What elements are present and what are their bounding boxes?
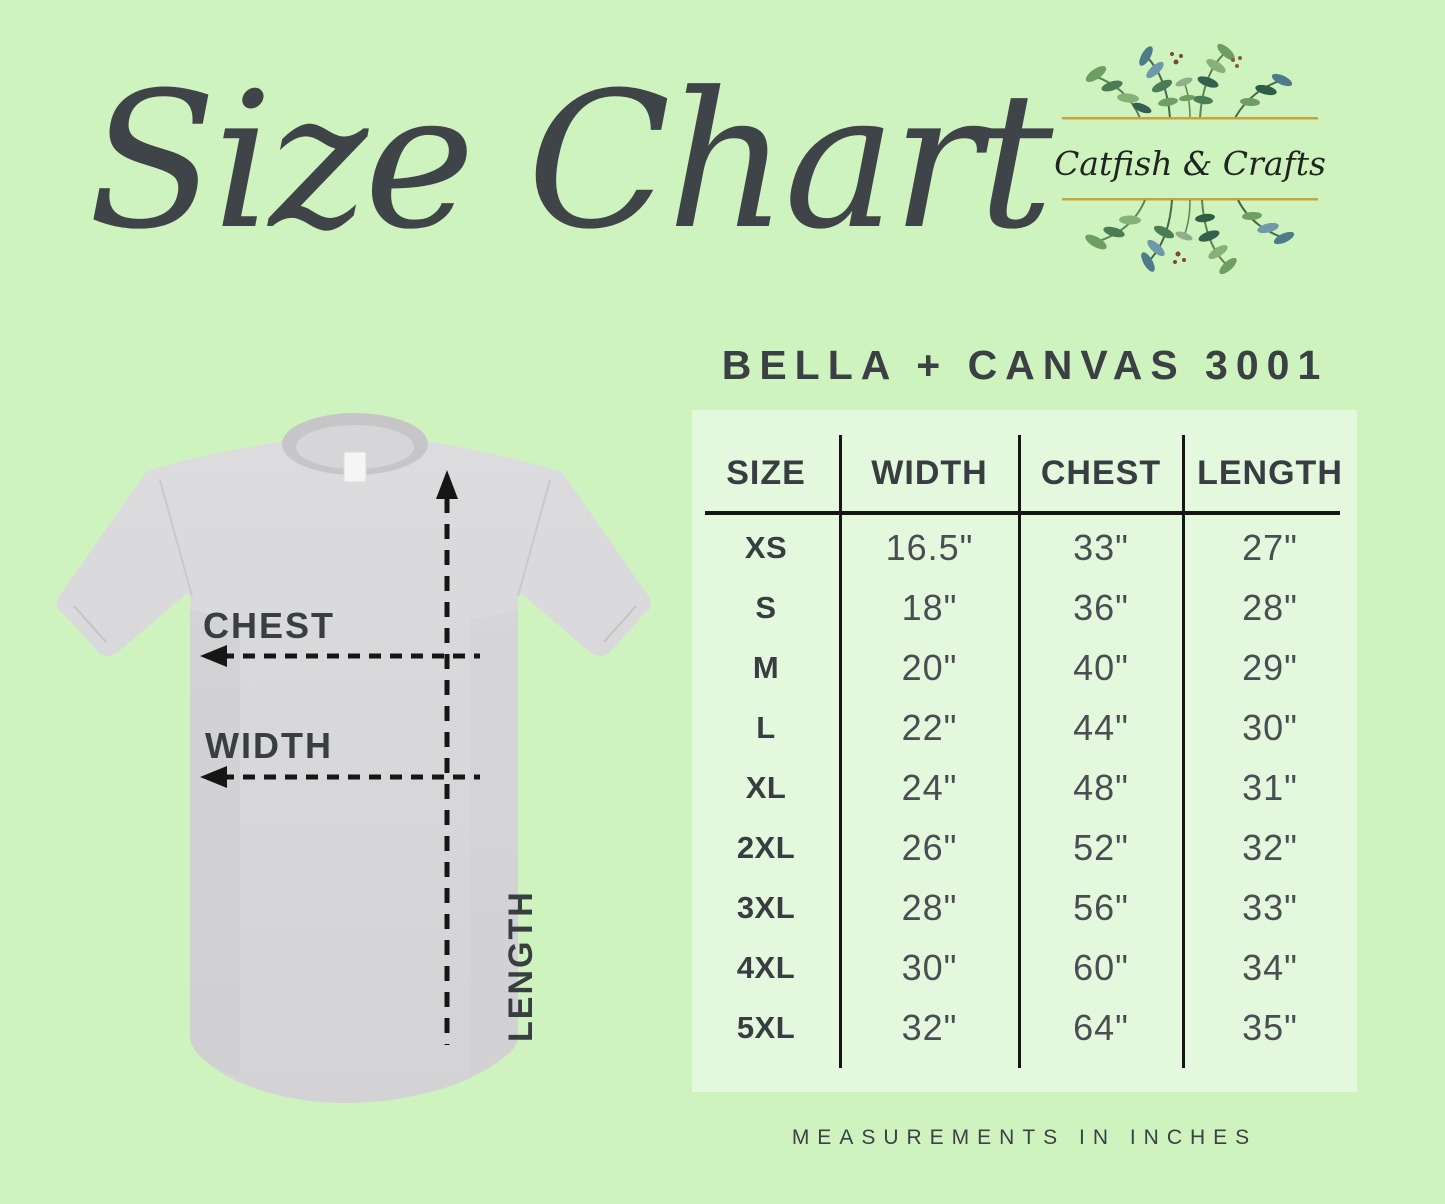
table-column-divider <box>1182 435 1185 1068</box>
table-cell: 40" <box>1073 647 1129 688</box>
table-column-divider <box>839 435 842 1068</box>
logo-gold-line-bottom <box>1062 198 1318 201</box>
chest-arrowhead-icon <box>200 645 227 667</box>
table-row-size-label: 2XL <box>736 830 796 865</box>
size-table-panel: SIZE WIDTH CHEST LENGTH XS 16.5" 33" 27" S 18" 36"… <box>692 410 1357 1092</box>
table-cell: 18" <box>901 587 958 628</box>
table-header-cell: SIZE <box>726 453 806 492</box>
table-cell: 26" <box>901 827 958 868</box>
table-row-size-label: 4XL <box>736 950 796 985</box>
table-row-size-label: L <box>756 710 776 745</box>
table-column-divider <box>1018 435 1021 1068</box>
length-arrowhead-icon <box>436 470 458 499</box>
table-cell: 56" <box>1073 887 1129 928</box>
table-row-size-label: 5XL <box>736 1010 796 1045</box>
table-cell: 32" <box>1242 827 1298 868</box>
table-row-size-label: XL <box>745 770 787 805</box>
brand-name: Catfish & Crafts <box>1054 144 1326 183</box>
product-line-title: BELLA + CANVAS 3001 <box>721 342 1329 388</box>
table-cell: 36" <box>1073 587 1129 628</box>
table-cell: 24" <box>901 767 958 808</box>
tshirt-image <box>56 413 652 1103</box>
table-cell: 22" <box>901 707 958 748</box>
table-cell: 31" <box>1242 767 1298 808</box>
table-cell: 32" <box>901 1007 958 1048</box>
measurements-note: MEASUREMENTS IN INCHES <box>791 1126 1258 1149</box>
width-arrowhead-icon <box>200 766 227 788</box>
table-cell: 20" <box>901 647 958 688</box>
table-row-size-label: XS <box>744 530 788 565</box>
table-cell: 44" <box>1073 707 1129 748</box>
tshirt-neck-tag <box>343 451 367 483</box>
table-cell: 60" <box>1073 947 1129 988</box>
table-row-size-label: S <box>755 590 777 625</box>
table-header-cell: LENGTH <box>1197 453 1343 492</box>
table-cell: 27" <box>1242 527 1298 568</box>
logo-botanical-bottom-icon <box>1085 199 1295 275</box>
table-row-size-label: M <box>752 650 780 685</box>
width-label: WIDTH <box>205 725 333 766</box>
size-table: SIZE WIDTH CHEST LENGTH XS 16.5" 33" 27" S 18" 36"… <box>692 410 1357 1058</box>
table-cell: 35" <box>1242 1007 1298 1048</box>
table-header-divider <box>705 511 1340 515</box>
table-header-cell: WIDTH <box>871 453 988 492</box>
brand-logo: Catfish & Crafts <box>1054 43 1326 275</box>
table-cell: 52" <box>1073 827 1129 868</box>
table-cell: 30" <box>1242 707 1298 748</box>
table-cell: 28" <box>901 887 958 928</box>
table-cell: 16.5" <box>885 527 974 568</box>
logo-botanical-top-icon <box>1085 43 1293 119</box>
table-row-size-label: 3XL <box>736 890 796 925</box>
shirt-measurement-diagram: CHEST WIDTH LENGTH <box>56 413 652 1103</box>
chest-label: CHEST <box>203 605 335 646</box>
table-cell: 48" <box>1073 767 1129 808</box>
table-cell: 30" <box>901 947 958 988</box>
table-cell: 34" <box>1242 947 1298 988</box>
page-title: Size Chart <box>88 52 1053 271</box>
measurement-arrows <box>200 470 480 1045</box>
table-cell: 33" <box>1073 527 1129 568</box>
table-cell: 28" <box>1242 587 1298 628</box>
length-label: LENGTH <box>502 890 540 1042</box>
logo-gold-line-top <box>1062 117 1318 120</box>
table-cell: 29" <box>1242 647 1298 688</box>
table-cell: 33" <box>1242 887 1298 928</box>
table-cell: 64" <box>1073 1007 1129 1048</box>
table-header-cell: CHEST <box>1040 453 1162 492</box>
